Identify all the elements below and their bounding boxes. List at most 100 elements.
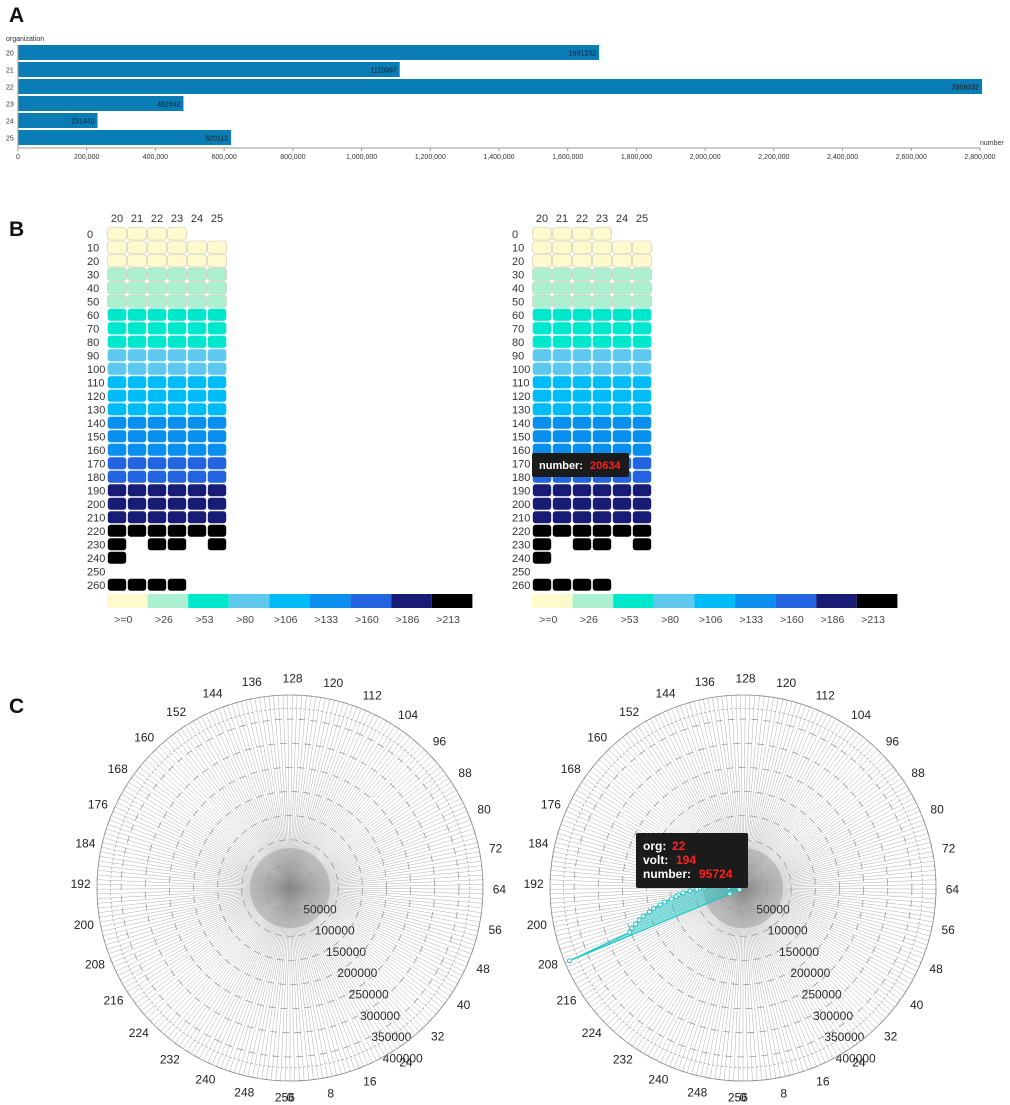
heatmap-cell (187, 308, 207, 322)
radar-spoke (113, 887, 291, 968)
radar-tick-mark (859, 751, 862, 754)
x-tick-label: 2,000,000 (690, 154, 721, 161)
radar-tick-mark (914, 834, 916, 838)
heatmap-row-label: 0 (87, 229, 93, 241)
radar-tick-mark (889, 783, 891, 787)
heatmap-cell (532, 335, 552, 349)
radar-tick-mark (798, 1057, 802, 1059)
radar-tick-mark (131, 800, 134, 803)
radar-tick-mark (827, 1045, 830, 1047)
radar-tick-mark (197, 1041, 201, 1044)
radar-spoke (580, 887, 744, 993)
heatmap-cell-dot (551, 442, 553, 444)
heatmap-cell (592, 227, 612, 241)
radar-tick-mark (242, 714, 245, 716)
legend-label: >186 (821, 614, 845, 626)
heatmap-cell (127, 227, 147, 241)
heatmap-cell (592, 281, 612, 295)
radar-tick-mark (430, 776, 433, 779)
legend-swatch (775, 594, 817, 608)
y-axis-title: organization (6, 36, 44, 43)
heatmap-cell (572, 348, 592, 362)
heatmap-cell-dot (166, 496, 168, 498)
radar-spoke (289, 887, 310, 1081)
radar-series-point (737, 887, 743, 893)
radar-spoke (591, 887, 744, 1008)
radar-tick-mark (891, 787, 894, 790)
radar-spoke (107, 824, 291, 889)
heatmap-cell (532, 402, 552, 416)
radar-tick-mark (389, 738, 392, 741)
radar-spoke (289, 887, 401, 1047)
radar-spoke (568, 887, 744, 972)
radar-radial-tick-label: 250000 (349, 987, 389, 1001)
radar-tick-mark (831, 731, 834, 734)
radar-spoke (106, 828, 291, 889)
heatmap-cell-dot (531, 496, 533, 498)
radar-tick-mark (461, 834, 463, 838)
radar-tick-mark (607, 768, 610, 771)
heatmap-cell (107, 254, 127, 268)
heatmap-column-label: 25 (211, 213, 223, 225)
radar-tick-mark (807, 720, 810, 722)
heatmap-cell (592, 375, 612, 389)
radar-series-point (640, 913, 646, 919)
radar-tick-mark (225, 1055, 228, 1057)
radar-spoke (171, 887, 291, 1041)
radar-tick-mark (580, 808, 583, 811)
radar-tick-mark (445, 798, 448, 801)
radar-tooltip-volt-value: 194 (676, 853, 696, 867)
radar-tick-mark (582, 969, 585, 972)
radar-series-point (566, 958, 572, 964)
heatmap-cell (612, 402, 632, 416)
heatmap-cell (532, 375, 552, 389)
radar-tick-mark (406, 751, 409, 754)
radar-tick-mark (568, 932, 570, 935)
heatmap-cell (552, 578, 572, 592)
radar-tick-mark (898, 798, 901, 801)
radar-chart-right: 50000 100000 150000 200000 250000 300000 35000… (524, 672, 960, 1105)
heatmap-cell (147, 416, 167, 430)
heatmap-cell-dot (146, 415, 148, 417)
heatmap-row-label: 150 (512, 431, 530, 443)
radar-tick-mark (125, 961, 128, 964)
heatmap-cell (147, 308, 167, 322)
heatmap-cell-dot (126, 415, 128, 417)
heatmap-row-label: 10 (512, 242, 524, 254)
heatmap-cell (532, 578, 552, 592)
heatmap-cell (147, 443, 167, 457)
heatmap-cell-dot (166, 401, 168, 404)
heatmap-cell (592, 294, 612, 308)
radar-spoke (289, 802, 464, 889)
radar-angle-label: 144 (656, 686, 676, 700)
x-tick-label: 600,000 (211, 154, 236, 161)
radar-tick-mark (119, 828, 121, 831)
heatmap-cell-dot (166, 428, 168, 431)
heatmap-row-label: 200 (512, 499, 530, 511)
radar-spoke (643, 887, 744, 1054)
radar-spoke (742, 887, 913, 980)
radar-tooltip-box (636, 833, 748, 888)
radar-tooltip-volt-label: volt: (643, 853, 668, 867)
radar-tick-mark (815, 723, 818, 725)
radar-tick-mark (160, 762, 163, 765)
radar-spoke (153, 887, 291, 1026)
heatmap-cell (167, 389, 187, 403)
radar-angle-label: 128 (736, 672, 756, 686)
heatmap-cell (632, 483, 652, 497)
radar-spoke (114, 806, 291, 889)
radar-tick-mark (461, 938, 463, 942)
radar-tick-mark (148, 775, 151, 778)
radar-angle-label: 192 (524, 877, 544, 891)
radar-tick-mark (911, 947, 913, 950)
radar-tick-mark (449, 806, 452, 809)
heatmap-cell (552, 254, 572, 268)
radar-tick-mark (584, 800, 587, 803)
radar-grid-ring (217, 815, 363, 961)
heatmap-cell-dot (611, 388, 613, 390)
heatmap-row-label: 190 (512, 485, 530, 497)
radar-tick-mark (443, 978, 445, 982)
radar-spoke (201, 716, 291, 889)
radar-tick-mark (428, 773, 430, 776)
heatmap-cell (207, 510, 227, 524)
